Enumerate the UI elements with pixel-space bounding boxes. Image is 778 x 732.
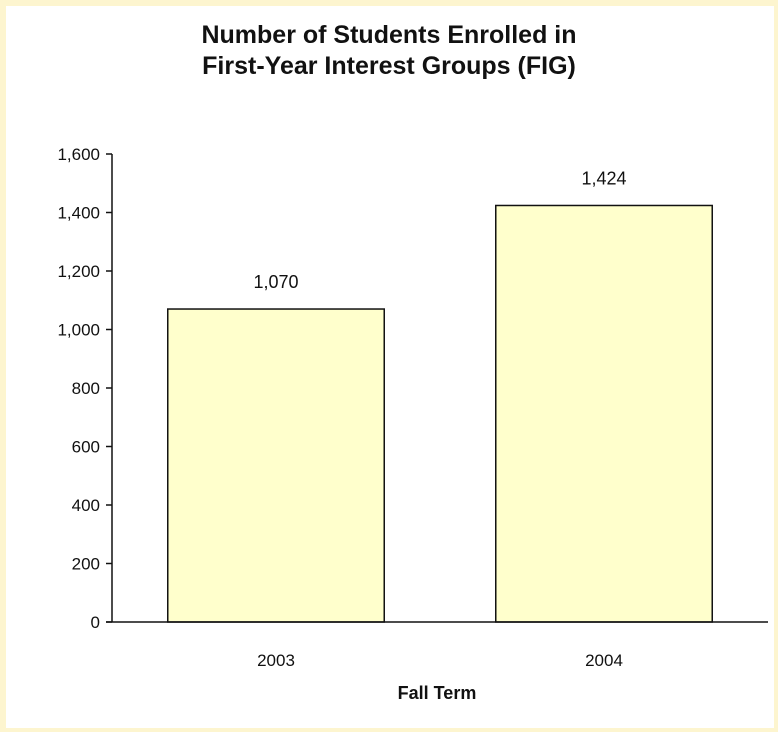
chart-title: Number of Students Enrolled in First-Yea… (0, 20, 778, 82)
y-tick-label: 0 (91, 613, 100, 632)
labels: 1,070 2003 1,424 2004 Fall Term (253, 168, 626, 703)
y-tick-label: 1,600 (57, 145, 100, 164)
chart-title-line-2: First-Year Interest Groups (FIG) (202, 52, 576, 80)
bars (167, 204, 713, 623)
y-tick-label: 600 (72, 438, 100, 457)
x-tick-label-2003: 2003 (257, 651, 295, 670)
axes (106, 154, 768, 623)
y-tick-label: 1,400 (57, 204, 100, 223)
bar-2004 (495, 204, 713, 623)
data-label-2004: 1,424 (581, 168, 626, 188)
bar-2003 (167, 308, 385, 623)
y-tick-label: 800 (72, 379, 100, 398)
data-label-2003: 1,070 (253, 272, 298, 292)
y-tick-label: 1,000 (57, 321, 100, 340)
chart-title-line-1: Number of Students Enrolled in (201, 21, 577, 49)
y-axis-ticks: 0 200 400 600 800 1,000 1,200 1,400 1,600 (57, 145, 112, 632)
x-axis-title: Fall Term (398, 683, 477, 703)
y-tick-label: 200 (72, 555, 100, 574)
y-tick-label: 400 (72, 496, 100, 515)
y-tick-label: 1,200 (57, 262, 100, 281)
x-tick-label-2004: 2004 (585, 651, 623, 670)
